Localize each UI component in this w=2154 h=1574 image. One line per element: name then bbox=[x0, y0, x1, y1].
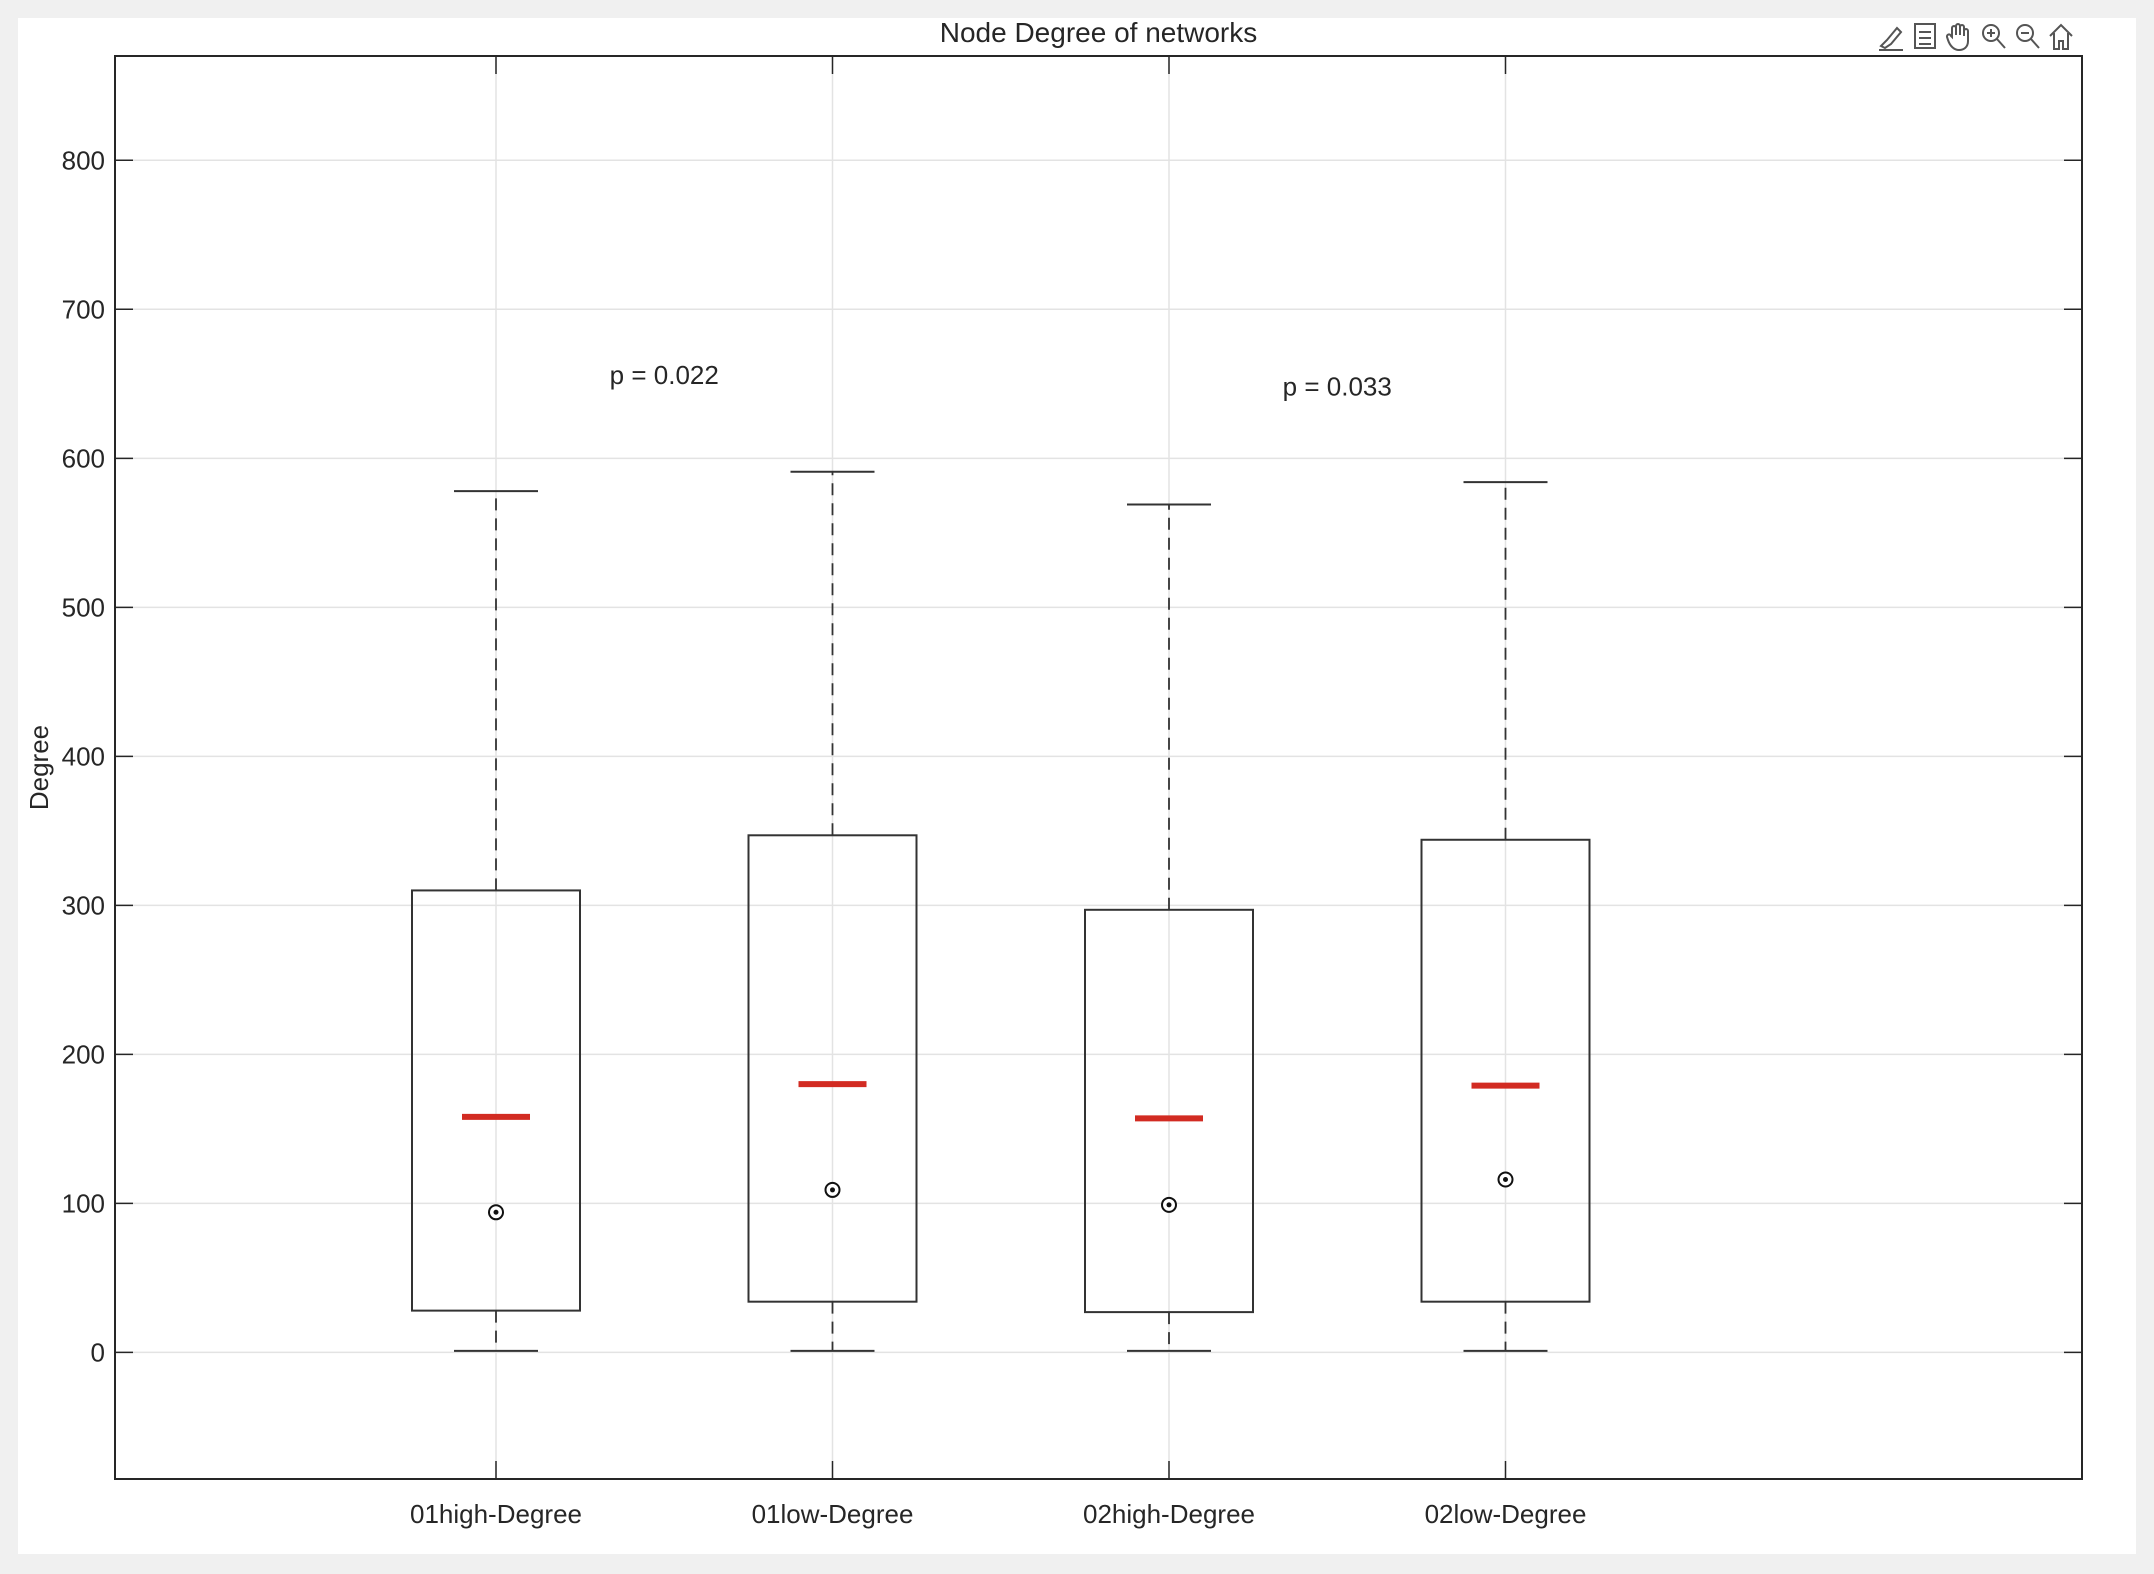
y-tick-label: 200 bbox=[62, 1039, 105, 1069]
zoom-out-icon[interactable] bbox=[2012, 19, 2042, 53]
y-axis-label: Degree bbox=[24, 725, 54, 810]
y-tick-label: 400 bbox=[62, 741, 105, 771]
y-tick-label: 100 bbox=[62, 1188, 105, 1218]
plot-frame bbox=[114, 55, 2083, 1480]
box-01low-Degree bbox=[747, 470, 918, 1352]
figure-toolbar bbox=[1876, 14, 2076, 58]
legend-icon[interactable] bbox=[1910, 19, 1940, 53]
y-tick-label: 300 bbox=[62, 890, 105, 920]
box-02low-Degree bbox=[1420, 481, 1591, 1352]
y-tick-label: 0 bbox=[91, 1337, 105, 1367]
x-tick-label: 01high-Degree bbox=[410, 1499, 582, 1529]
y-tick-label: 800 bbox=[62, 145, 105, 175]
iqr-box bbox=[1420, 838, 1591, 1303]
mean-marker-dot bbox=[830, 1187, 835, 1193]
pan-hand-icon[interactable] bbox=[1944, 19, 1974, 53]
iqr-box bbox=[411, 889, 581, 1312]
box-series bbox=[411, 470, 1591, 1352]
p-value-annotation: p = 0.033 bbox=[1283, 372, 1392, 402]
mean-marker-dot bbox=[1166, 1202, 1172, 1208]
x-tick-label: 01low-Degree bbox=[752, 1499, 914, 1529]
mean-marker-dot bbox=[1503, 1176, 1508, 1182]
iqr-box bbox=[1084, 908, 1254, 1314]
chart-title: Node Degree of networks bbox=[940, 17, 1258, 48]
y-tick-label: 600 bbox=[62, 443, 105, 473]
axis-labels: 0 100 200 300 400 500 600 700 800 01high-Degree 01… bbox=[62, 145, 1587, 1529]
y-tick-label: 700 bbox=[62, 294, 105, 324]
home-icon[interactable] bbox=[2046, 19, 2076, 53]
edit-plot-icon[interactable] bbox=[1876, 19, 1906, 53]
mean-marker-dot bbox=[493, 1209, 499, 1215]
x-tick-label: 02high-Degree bbox=[1083, 1499, 1255, 1529]
y-tick-label: 500 bbox=[62, 592, 105, 622]
axis-ticks bbox=[115, 56, 2082, 1479]
figure-canvas bbox=[18, 18, 2136, 1554]
box-02high-Degree bbox=[1084, 503, 1254, 1352]
grid-lines bbox=[115, 56, 2082, 1479]
box-01high-Degree bbox=[411, 490, 581, 1352]
zoom-in-icon[interactable] bbox=[1978, 19, 2008, 53]
iqr-box bbox=[747, 834, 918, 1303]
p-value-annotation: p = 0.022 bbox=[610, 360, 719, 390]
x-tick-label: 02low-Degree bbox=[1425, 1499, 1587, 1529]
